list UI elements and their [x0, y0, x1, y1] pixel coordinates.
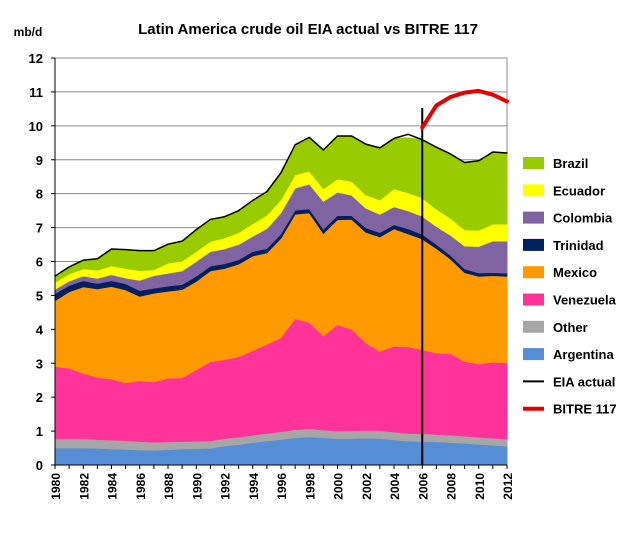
legend: Brazil Ecuador Colombia Trinidad Mexico Venez… [523, 156, 617, 417]
legend-swatch [523, 157, 544, 169]
legend-item-colombia: Colombia [523, 211, 613, 226]
legend-item-bitre-117: BITRE 117 [523, 402, 617, 417]
x-tick-label: 1994 [247, 473, 261, 500]
y-tick-label: 6 [36, 255, 43, 270]
legend-item-brazil: Brazil [523, 156, 588, 171]
x-tick-label: 1980 [49, 473, 63, 500]
y-tick-label: 0 [36, 458, 43, 473]
y-tick-label: 5 [36, 288, 43, 303]
x-tick-label: 1988 [162, 473, 176, 500]
x-tick-label: 1998 [303, 473, 317, 500]
y-tick-label: 3 [36, 356, 43, 371]
legend-swatch [523, 238, 544, 251]
x-tick-label: 2006 [416, 473, 430, 500]
area-layer [54, 135, 508, 466]
legend-label: Argentina [553, 347, 614, 362]
line-layer [54, 88, 509, 465]
legend-item-venezuela: Venezuela [523, 293, 617, 308]
line-bitre-117 [420, 88, 509, 130]
y-tick-label: 9 [36, 153, 43, 168]
line-eia-actual [54, 133, 508, 277]
legend-item-mexico: Mexico [523, 265, 597, 280]
legend-label: Brazil [553, 156, 588, 171]
legend-item-trinidad: Trinidad [523, 238, 604, 253]
legend-item-other: Other [523, 320, 588, 335]
legend-swatch [523, 293, 544, 306]
x-tick-label: 2002 [360, 473, 374, 500]
x-tick-label: 1992 [219, 473, 233, 500]
x-tick-label: 1986 [134, 473, 148, 500]
y-tick-label: 2 [36, 390, 43, 405]
legend-label: BITRE 117 [553, 402, 617, 417]
legend-item-ecuador: Ecuador [523, 183, 605, 198]
legend-swatch [523, 320, 544, 333]
legend-label: Colombia [553, 211, 613, 226]
legend-swatch [523, 266, 544, 279]
legend-label: Trinidad [553, 238, 604, 253]
chart-title: Latin America crude oil EIA actual vs BI… [138, 21, 478, 38]
y-tick-label: 1 [36, 424, 43, 439]
legend-swatch [523, 348, 544, 361]
legend-label: EIA actual [553, 374, 615, 389]
y-tick-label: 10 [29, 119, 43, 134]
y-tick-label: 7 [36, 221, 43, 236]
legend-item-eia-actual: EIA actual [523, 374, 615, 389]
x-tick-label: 1982 [77, 473, 91, 500]
y-tick-label: 8 [36, 187, 43, 202]
y-axis-label: mb/d [14, 25, 43, 39]
y-tick-label: 12 [29, 51, 43, 66]
x-tick-label: 2000 [332, 473, 346, 500]
x-tick-label: 1990 [190, 473, 204, 500]
legend-label: Ecuador [553, 183, 605, 198]
x-tick-label: 2004 [388, 473, 402, 500]
legend-label: Mexico [553, 265, 597, 280]
legend-label: Other [553, 320, 588, 335]
legend-item-argentina: Argentina [523, 347, 614, 362]
x-tick-label: 2008 [445, 473, 459, 500]
x-tick-label: 2012 [501, 473, 515, 500]
legend-swatch [523, 184, 544, 197]
x-tick-label: 1984 [106, 473, 120, 500]
y-tick-label: 11 [29, 85, 43, 100]
legend-swatch [523, 211, 544, 224]
x-tick-label: 2010 [473, 473, 487, 500]
y-tick-label: 4 [36, 322, 44, 337]
legend-label: Venezuela [553, 293, 617, 308]
x-tick-label: 1996 [275, 473, 289, 500]
